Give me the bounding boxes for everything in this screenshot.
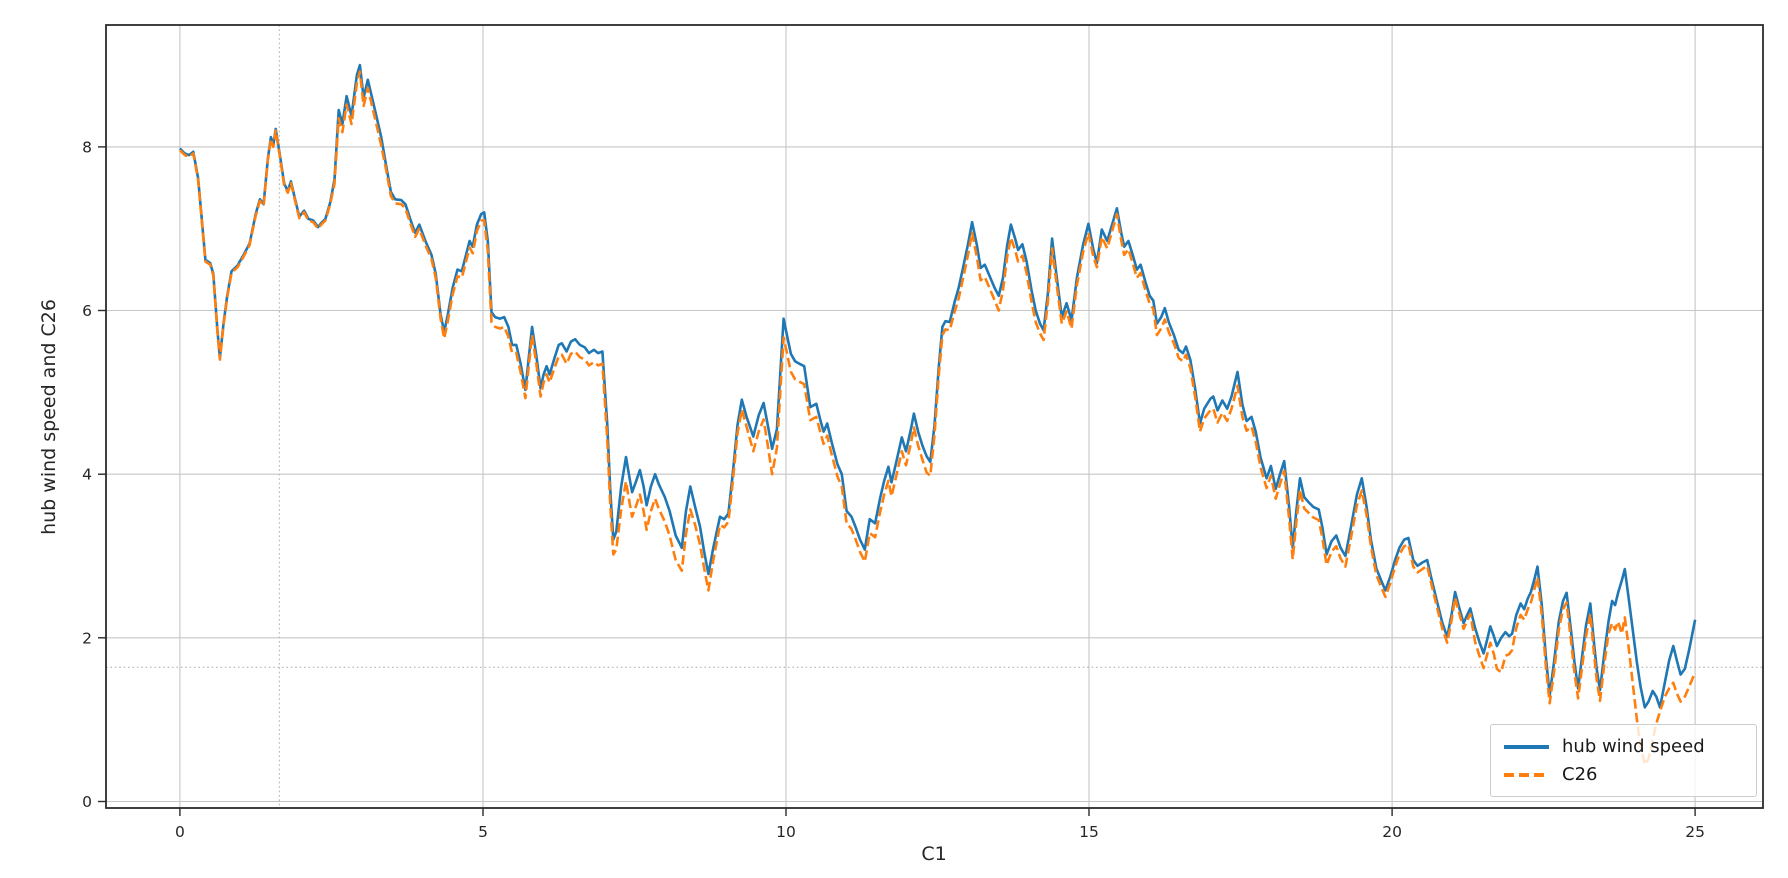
legend-entry-c26: C26: [1504, 762, 1744, 788]
y-tick-label-0: 0: [82, 793, 92, 811]
legend-label: hub wind speed: [1562, 736, 1705, 757]
legend-line-swatch-dashed: [1504, 773, 1549, 777]
y-tick-label-6: 6: [82, 302, 92, 320]
legend-label: C26: [1562, 764, 1598, 785]
series-path-c26: [178, 70, 1697, 766]
series-path-hub-wind-speed: [178, 63, 1697, 709]
y-axis-label: hub wind speed and C26: [38, 299, 60, 535]
x-tick-label-15: 15: [1079, 823, 1099, 841]
legend: hub wind speed C26: [1490, 724, 1757, 797]
x-tick-label-25: 25: [1685, 823, 1705, 841]
legend-line-swatch-solid: [1504, 745, 1549, 749]
x-tick-label-0: 0: [175, 823, 185, 841]
x-tick-label-10: 10: [776, 823, 796, 841]
y-tick-label-8: 8: [82, 138, 92, 156]
y-tick-label-4: 4: [82, 466, 92, 484]
x-axis-label: C1: [921, 843, 947, 865]
x-tick-label-5: 5: [478, 823, 488, 841]
y-tick-label-2: 2: [82, 629, 92, 647]
x-tick-label-20: 20: [1382, 823, 1402, 841]
plot-border: [105, 24, 1764, 809]
legend-entry-hub-wind-speed: hub wind speed: [1504, 734, 1744, 760]
